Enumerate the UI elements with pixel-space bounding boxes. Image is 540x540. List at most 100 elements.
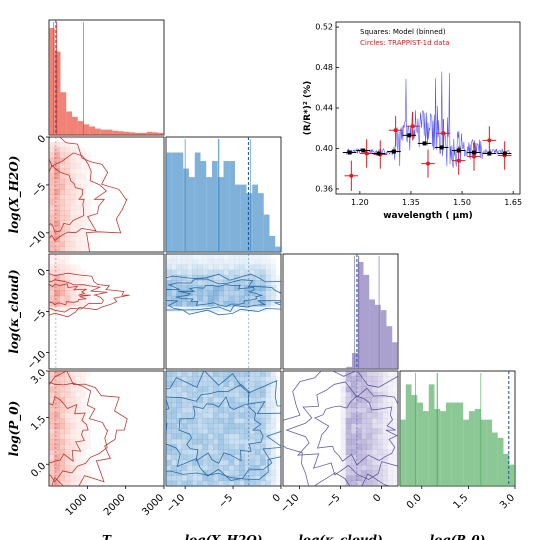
density-cell (64, 163, 71, 169)
density-cell (59, 254, 65, 260)
density-cell (213, 438, 219, 445)
x-tick-label: −5 (324, 492, 342, 510)
density-cell (260, 254, 266, 260)
histogram-bar (200, 161, 207, 252)
inset-y-tick-label: 0.52 (315, 23, 333, 32)
density-cell (197, 402, 203, 408)
density-cell (223, 475, 230, 482)
density-cell (270, 402, 277, 408)
density-cell (254, 402, 261, 408)
density-cell (382, 475, 388, 482)
density-cell (59, 280, 65, 286)
contour-line (166, 384, 281, 481)
density-cell (207, 290, 214, 297)
density-cell (85, 470, 92, 476)
density-cell (260, 376, 266, 382)
density-cell (239, 290, 245, 297)
density-cell (75, 407, 81, 414)
density-cell (244, 391, 250, 398)
x-tick-label: 2000 (102, 492, 128, 518)
contour-line (285, 381, 398, 480)
density-cell (265, 259, 271, 265)
histogram-bar (206, 177, 212, 252)
density-cell (254, 397, 261, 403)
density-cell (49, 241, 55, 248)
density-cell (249, 470, 256, 476)
density-cell (233, 418, 240, 424)
density-cell (244, 376, 250, 382)
density-cell (345, 438, 352, 445)
density-cell (244, 274, 250, 281)
density-cell (181, 459, 188, 466)
density-cell (233, 274, 240, 281)
density-cell (377, 418, 383, 424)
inset-y-tick-label: 0.40 (315, 144, 333, 153)
histogram-bar (106, 129, 113, 135)
density-cell (260, 306, 266, 312)
density-cell (192, 459, 198, 466)
density-cell (80, 215, 86, 221)
density-cell (340, 438, 347, 445)
density-cell (54, 215, 60, 221)
density-cell (192, 428, 198, 435)
density-cell (202, 295, 209, 302)
density-cell (69, 391, 76, 398)
density-cell (64, 220, 71, 227)
density-cell (69, 220, 76, 227)
density-cell (49, 220, 55, 227)
density-cell (345, 449, 352, 455)
density-cell (181, 449, 188, 455)
density-cell (166, 418, 172, 424)
density-cell (166, 280, 172, 286)
density-cell (392, 444, 398, 450)
density-cell (244, 438, 250, 445)
histogram-bar (269, 235, 276, 252)
density-cell (192, 295, 198, 302)
density-cell (49, 236, 55, 242)
density-cell (275, 285, 281, 291)
density-cell (202, 454, 209, 461)
density-cell (366, 444, 373, 450)
density-cell (223, 449, 230, 455)
density-cell (59, 386, 65, 393)
density-cell (366, 391, 373, 398)
density-cell (54, 480, 60, 486)
density-cell (392, 438, 398, 445)
density-cell (366, 376, 373, 382)
density-cell (260, 391, 266, 398)
density-cell (244, 259, 250, 265)
density-cell (64, 189, 71, 195)
density-cell (265, 402, 271, 408)
y-tick-label: −5 (30, 181, 48, 199)
density-cell (181, 397, 188, 403)
density-cell (345, 428, 352, 435)
density-cell (228, 264, 235, 270)
density-cell (49, 454, 55, 461)
density-cell (80, 231, 86, 237)
density-cell (361, 407, 367, 414)
density-cell (213, 371, 219, 377)
density-cell (392, 470, 398, 476)
density-cell (197, 444, 203, 450)
density-cell (356, 423, 362, 429)
density-cell (59, 152, 65, 159)
density-cell (59, 391, 65, 398)
density-cell (59, 459, 65, 466)
density-cell (54, 295, 60, 302)
density-cell (197, 475, 203, 482)
density-cell (59, 470, 65, 476)
density-cell (49, 204, 55, 211)
density-cell (64, 173, 71, 180)
density-cell (197, 428, 203, 435)
density-cell (233, 480, 240, 486)
y-axis-label: log(κ_cloud) (7, 269, 22, 353)
density-cell (54, 199, 60, 206)
density-cell (207, 428, 214, 435)
density-cell (223, 264, 230, 270)
density-cell (213, 264, 219, 270)
density-cell (350, 381, 357, 387)
density-cell (340, 475, 347, 482)
density-cell (233, 428, 240, 435)
density-cell (69, 433, 76, 440)
density-cell (377, 397, 383, 403)
